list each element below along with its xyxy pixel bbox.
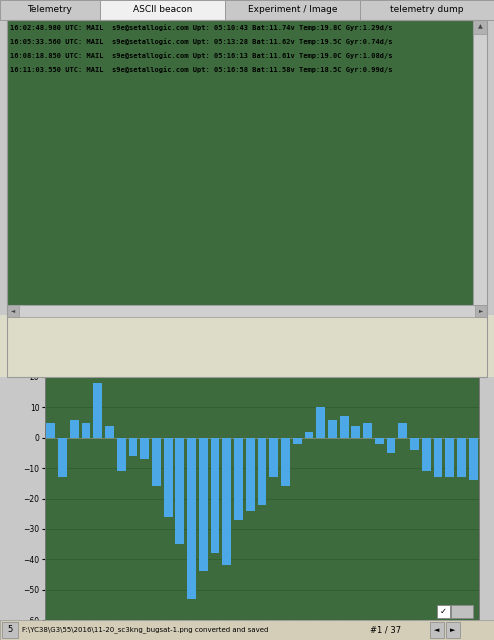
Bar <box>152 438 161 486</box>
Bar <box>246 438 255 511</box>
Bar <box>363 422 372 438</box>
Bar <box>387 438 395 453</box>
Text: ASCII beacon: ASCII beacon <box>133 6 192 15</box>
Bar <box>451 605 473 618</box>
Bar <box>210 438 219 553</box>
Text: ✓: ✓ <box>440 607 447 616</box>
Text: F:\YC38\G3\55\2016\11-20_sc3kng_bugsat-1.png converted and saved: F:\YC38\G3\55\2016\11-20_sc3kng_bugsat-1… <box>22 627 268 634</box>
Bar <box>164 438 172 516</box>
Text: ▲: ▲ <box>478 24 482 29</box>
Bar <box>175 438 184 544</box>
Bar <box>457 438 466 477</box>
Bar <box>437 605 450 618</box>
Bar <box>340 417 348 438</box>
Text: 16:05:33.560 UTC: MAIL  s9e@setallogic.com Upt: 05:13:28 Bat:11.62v Temp:19.5C G: 16:05:33.560 UTC: MAIL s9e@setallogic.co… <box>10 38 393 45</box>
Text: ◄: ◄ <box>11 308 15 314</box>
Bar <box>93 383 102 438</box>
Bar <box>7 305 19 317</box>
Text: telemetry dump: telemetry dump <box>390 6 464 15</box>
Text: 16:11:03.550 UTC: MAIL  s9e@setallogic.com Upt: 05:16:58 Bat:11.58v Temp:18.5C G: 16:11:03.550 UTC: MAIL s9e@setallogic.co… <box>10 66 393 73</box>
Text: 16:02:48.980 UTC: MAIL  s9e@setallogic.com Upt: 05:10:43 Bat:11.74v Temp:19.8C G: 16:02:48.980 UTC: MAIL s9e@setallogic.co… <box>10 24 393 31</box>
Bar <box>140 438 149 459</box>
Bar <box>473 20 487 305</box>
Text: ►: ► <box>479 308 483 314</box>
Bar <box>117 438 125 471</box>
Bar <box>328 420 337 438</box>
Bar <box>281 438 290 486</box>
Bar <box>434 438 442 477</box>
Bar <box>82 422 90 438</box>
Bar <box>445 438 454 477</box>
Text: magnetometery    (nT): magnetometery (nT) <box>45 367 160 376</box>
Text: ►: ► <box>451 627 455 633</box>
Bar <box>469 438 478 480</box>
Bar <box>430 622 444 638</box>
Bar <box>46 422 55 438</box>
Bar <box>473 20 487 34</box>
Bar <box>446 622 460 638</box>
Text: 5: 5 <box>7 625 13 634</box>
Bar <box>128 438 137 456</box>
Bar <box>304 431 313 438</box>
Bar <box>398 422 407 438</box>
Text: Experiment / Image: Experiment / Image <box>248 6 337 15</box>
Bar <box>269 438 278 477</box>
Bar <box>351 426 360 438</box>
Bar <box>7 20 473 305</box>
Bar <box>316 408 325 438</box>
Bar <box>0 0 100 20</box>
Bar <box>422 438 431 471</box>
Bar <box>7 305 487 317</box>
Bar <box>360 0 494 20</box>
Bar <box>58 438 67 477</box>
Bar <box>222 438 231 565</box>
Bar <box>0 620 494 640</box>
Text: ◄: ◄ <box>434 627 440 633</box>
Text: 16:08:18.850 UTC: MAIL  s9e@setallogic.com Upt: 05:16:13 Bat:11.61v Temp:19.0C G: 16:08:18.850 UTC: MAIL s9e@setallogic.co… <box>10 52 393 59</box>
Bar <box>2 622 18 638</box>
Bar <box>187 438 196 599</box>
Bar <box>105 426 114 438</box>
Bar <box>70 420 79 438</box>
Text: #1 / 37: #1 / 37 <box>370 625 401 634</box>
Bar <box>410 438 419 450</box>
Bar <box>257 438 266 504</box>
Text: Telemetry: Telemetry <box>28 6 73 15</box>
Bar <box>475 305 487 317</box>
Bar <box>0 315 494 377</box>
Bar <box>100 0 225 20</box>
Bar <box>7 20 487 377</box>
Bar <box>293 438 302 444</box>
Bar <box>225 0 360 20</box>
Bar <box>199 438 208 572</box>
Bar <box>234 438 243 520</box>
Bar <box>375 438 384 444</box>
